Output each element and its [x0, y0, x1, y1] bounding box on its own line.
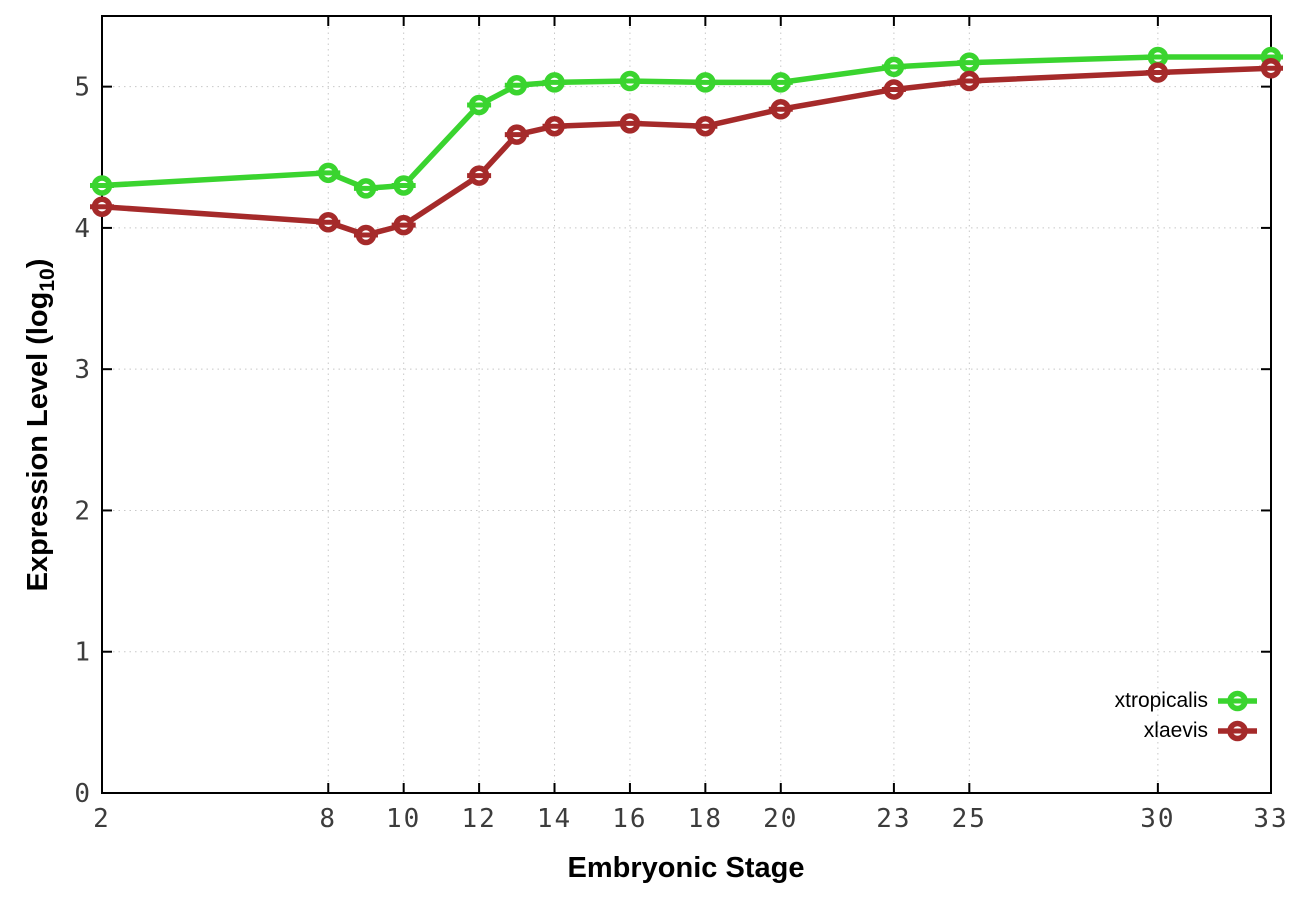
x-tick-label: 16: [612, 804, 647, 834]
legend: xtropicalis xlaevis: [1115, 686, 1208, 746]
y-axis-title: Expression Level (log10): [18, 25, 59, 825]
x-tick-label: 2: [93, 804, 111, 834]
legend-label-xlaevis: xlaevis: [1143, 719, 1208, 742]
y-tick-label: 1: [74, 638, 90, 668]
x-tick-label: 25: [952, 804, 987, 834]
y-axis-title-subscript: 10: [35, 268, 59, 292]
x-axis-title: Embryonic Stage: [286, 852, 1086, 885]
x-tick-label: 20: [763, 804, 798, 834]
x-tick-label: 23: [876, 804, 911, 834]
y-tick-label: 2: [74, 496, 90, 526]
y-tick-label: 3: [74, 355, 90, 385]
legend-entry-xlaevis: xlaevis: [1115, 716, 1208, 746]
x-tick-label: 12: [461, 804, 496, 834]
y-tick-label: 4: [74, 214, 90, 244]
x-tick-label: 18: [688, 804, 723, 834]
x-tick-label: 10: [386, 804, 421, 834]
y-tick-label: 0: [74, 779, 90, 809]
x-tick-label: 33: [1253, 804, 1288, 834]
x-axis-title-text: Embryonic Stage: [567, 852, 805, 884]
legend-entry-xtropicalis: xtropicalis: [1115, 686, 1208, 716]
x-tick-label: 14: [537, 804, 572, 834]
y-axis-title-suffix: ): [22, 258, 54, 269]
series-line-xlaevis: [101, 65, 1272, 238]
legend-label-xtropicalis: xtropicalis: [1114, 689, 1208, 712]
x-tick-label: 30: [1140, 804, 1175, 834]
x-tick-label: 8: [319, 804, 337, 834]
y-tick-label: 5: [74, 73, 90, 103]
y-axis-title-prefix: Expression Level (log: [22, 291, 54, 592]
plot-border: [101, 15, 1272, 794]
